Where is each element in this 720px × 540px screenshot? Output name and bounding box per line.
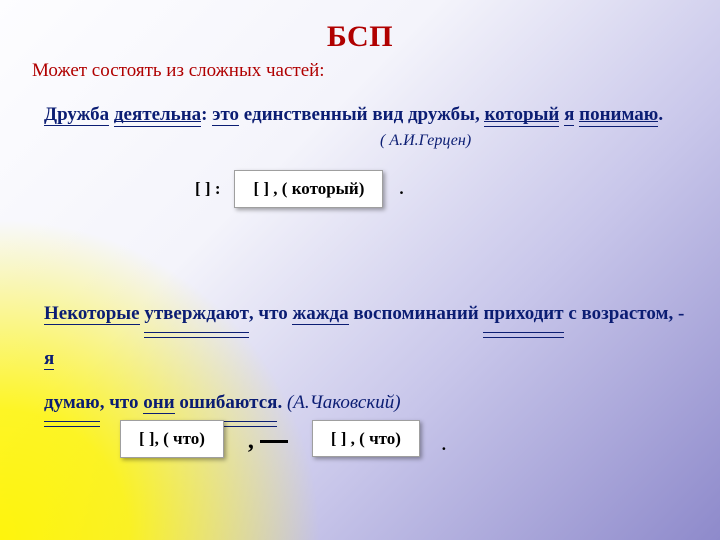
predicate-word: думаю xyxy=(44,381,100,426)
predicate-word: понимаю xyxy=(579,104,658,126)
subject-word: Некоторые xyxy=(44,303,140,325)
text: , что xyxy=(249,303,293,324)
subtitle: Может состоять из сложных частей: xyxy=(32,60,325,82)
example-sentence-2: Некоторые утверждают, что жажда воспомин… xyxy=(44,292,686,426)
predicate-word: который xyxy=(484,104,559,126)
subject-word: жажда xyxy=(292,303,348,325)
predicate-word: приходит xyxy=(483,292,563,337)
scheme-connector: , xyxy=(224,428,312,455)
scheme-box: [ ], ( что) xyxy=(120,420,224,458)
dash-icon xyxy=(260,440,288,443)
text: воспоминаний xyxy=(349,303,484,324)
page-title: БСП xyxy=(0,20,720,54)
predicate-word: утверждают xyxy=(144,292,249,337)
scheme-row-1: [ ] : [ ] , ( который) . xyxy=(195,170,404,208)
text: , что xyxy=(100,392,144,413)
subject-word: это xyxy=(212,104,239,126)
text: единственный вид дружбы, xyxy=(239,104,484,125)
attribution-1: ( А.И.Герцен) xyxy=(380,132,471,150)
scheme-trail: . xyxy=(442,435,446,455)
subject-word: они xyxy=(143,392,174,414)
attribution-2: (А.Чаковский) xyxy=(282,392,400,413)
scheme-box: [ ] , ( что) xyxy=(312,420,420,457)
comma: , xyxy=(248,428,254,454)
scheme-box: [ ] , ( который) xyxy=(234,170,383,208)
subject-word: я xyxy=(44,348,54,370)
example-sentence-1: Дружба деятельна: это единственный вид д… xyxy=(44,104,700,126)
period: . xyxy=(658,104,663,125)
colon: : xyxy=(201,104,207,125)
subject-word: я xyxy=(564,104,574,126)
scheme-trail: . xyxy=(399,179,403,199)
predicate-word: деятельна xyxy=(114,104,201,126)
scheme-row-2: [ ], ( что) , [ ] , ( что) . xyxy=(120,420,420,458)
text: с возрастом, - xyxy=(564,303,685,324)
scheme-prefix: [ ] : xyxy=(195,179,220,199)
subject-word: Дружба xyxy=(44,104,109,126)
